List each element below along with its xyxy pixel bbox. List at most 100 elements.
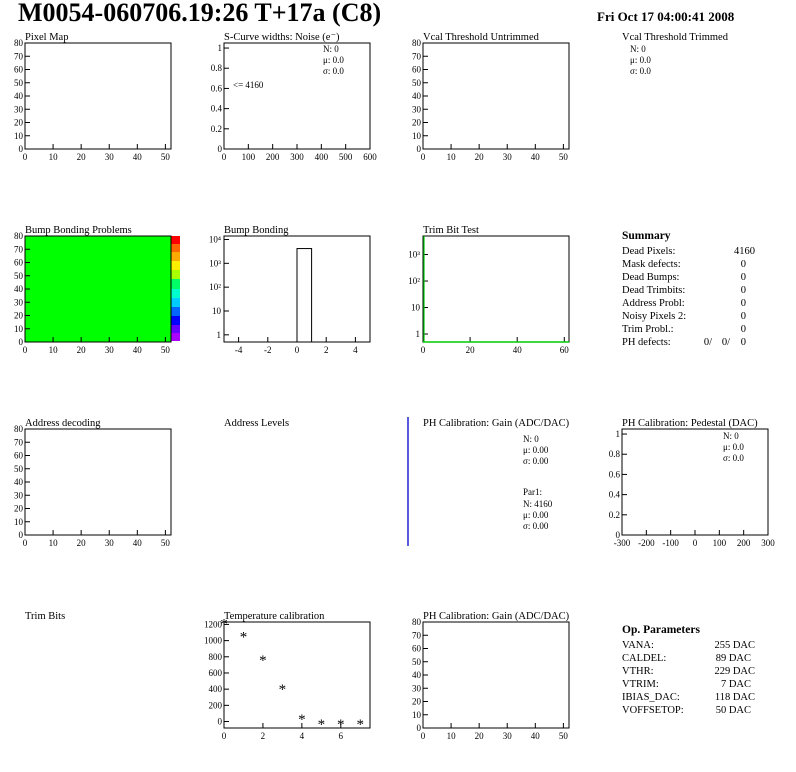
x-tick-label: 10	[447, 731, 457, 741]
x-tick-label: 40	[531, 731, 541, 741]
data-point: *	[337, 717, 345, 733]
y-tick-label: 10	[212, 306, 222, 316]
y-tick-label: 80	[14, 424, 24, 434]
y-tick-label: 1000	[204, 636, 223, 646]
x-tick-label: 20	[77, 345, 87, 355]
chart-address_decoding: 0 10 20 30 40 50 0 10 20 30 40 50 60 70 80	[14, 424, 172, 548]
x-tick-label: 30	[105, 345, 115, 355]
op-param-label: VOFFSETOP:	[622, 705, 684, 716]
summary-label: Noisy Pixels 2:	[622, 311, 686, 322]
x-tick-label: 0	[421, 731, 426, 741]
op-param-value: 255 DAC	[714, 640, 755, 651]
op-param-label: IBIAS_DAC:	[622, 692, 680, 703]
summary-value: 0	[741, 324, 746, 335]
pixel-map-title: Pixel Map	[25, 32, 68, 43]
vcal-trimmed-title: Vcal Threshold Trimmed	[622, 32, 729, 43]
x-tick-label: 60	[560, 345, 570, 355]
y-tick-label: 30	[14, 297, 24, 307]
x-tick-label: 200	[266, 152, 280, 162]
data-point: *	[357, 717, 365, 733]
page-title: M0054-060706.19:26 T+17a (C8)	[18, 0, 382, 27]
stat-n: N: 0	[323, 44, 339, 54]
y-tick-label: 70	[412, 51, 422, 61]
address-levels-title: Address Levels	[224, 418, 289, 429]
summary-value: 0	[741, 259, 746, 270]
op-param-label: CALDEL:	[622, 653, 666, 664]
y-tick-label: 30	[412, 683, 422, 693]
summary-value: 0	[741, 311, 746, 322]
y-tick-label: 10	[14, 324, 24, 334]
op-param-value: 89 DAC	[716, 653, 751, 664]
plot-frame	[223, 42, 371, 150]
ph-gain-par-stats: Par1: N: 4160 μ: 0.00 σ: 0.00	[523, 487, 553, 531]
summary-label: Trim Probl.:	[622, 324, 674, 335]
x-tick-label: 20	[77, 538, 87, 548]
y-tick-label: 400	[209, 684, 223, 694]
y-tick-label: 0.6	[211, 83, 223, 93]
chart-vcal_untrimmed: 0 10 20 30 40 50 0 10 20 30 40 50 60 70 80	[412, 38, 570, 162]
chart-bump_problems: 0 10 20 30 40 50 0 10 20 30 40 50 60 70 80	[14, 231, 172, 355]
x-tick-label: 300	[761, 538, 775, 548]
ph-pedestal-title: PH Calibration: Pedestal (DAC)	[622, 418, 758, 429]
x-tick-label: -100	[662, 538, 679, 548]
x-tick-label: 50	[161, 152, 171, 162]
x-tick-label: 30	[503, 731, 513, 741]
y-tick-label: 40	[14, 284, 24, 294]
stat-sigma: σ: 0.0	[723, 453, 744, 463]
y-tick-label: 50	[412, 78, 422, 88]
x-tick-label: 10	[447, 152, 457, 162]
y-tick-label: 0.4	[211, 104, 223, 114]
plot-frame	[422, 42, 570, 150]
x-tick-label: 20	[466, 345, 476, 355]
y-tick-label: 0	[19, 144, 24, 154]
x-tick-label: 0	[295, 345, 300, 355]
chart-ph_gain2: 0 10 20 30 40 50 0 10 20 30 40 50 60 70 80	[412, 617, 570, 741]
stat-mu: μ: 0.0	[630, 55, 651, 65]
y-tick-label: 50	[14, 78, 24, 88]
y-tick-label: 0.8	[609, 449, 621, 459]
y-tick-label: 10	[412, 710, 422, 720]
x-tick-label: 600	[363, 152, 377, 162]
y-tick-label: 30	[14, 104, 24, 114]
x-tick-label: -4	[235, 345, 243, 355]
y-tick-label: 60	[412, 644, 422, 654]
y-tick-label: 0	[417, 723, 422, 733]
y-tick-label: 0	[19, 337, 24, 347]
x-tick-label: 0	[421, 152, 426, 162]
y-tick-label: 0	[616, 530, 621, 540]
x-tick-label: 0	[23, 538, 28, 548]
y-tick-label: 60	[14, 451, 24, 461]
x-tick-label: 100	[242, 152, 256, 162]
y-tick-label: 80	[14, 38, 24, 48]
y-tick-label: 40	[14, 91, 24, 101]
x-tick-label: 20	[475, 152, 485, 162]
summary-label: Address Probl:	[622, 298, 685, 309]
summary-value: 0	[741, 298, 746, 309]
y-tick-label: 20	[412, 118, 422, 128]
y-tick-label: 10²	[209, 282, 221, 292]
stat-n: N: 0	[523, 434, 539, 444]
op-param-value: 118 DAC	[715, 692, 755, 703]
x-tick-label: 30	[105, 538, 115, 548]
x-tick-label: 30	[503, 152, 513, 162]
y-tick-label: 70	[14, 244, 24, 254]
histogram-bar	[296, 248, 313, 343]
x-tick-label: 0	[222, 731, 227, 741]
summary-label: Mask defects:	[622, 259, 681, 270]
y-tick-label: 10	[14, 517, 24, 527]
y-tick-label: 0	[19, 530, 24, 540]
y-tick-label: 10³	[408, 250, 420, 260]
y-tick-label: 70	[14, 51, 24, 61]
summary-value: 4160	[734, 246, 755, 257]
stat-mu: μ: 0.0	[323, 55, 344, 65]
summary-value: 0	[741, 272, 746, 283]
chart-ph_pedestal: -300 -200 -100 0 100 200 300 0 0.2 0.4 0.6 0.8 1	[609, 428, 775, 548]
y-tick-label: 0.4	[609, 490, 621, 500]
chart-trim_bit_test: 0 20 40 60 1 10 10² 10³	[408, 235, 570, 355]
x-tick-label: 2	[324, 345, 329, 355]
y-tick-label: 40	[412, 91, 422, 101]
x-tick-label: 20	[475, 731, 485, 741]
